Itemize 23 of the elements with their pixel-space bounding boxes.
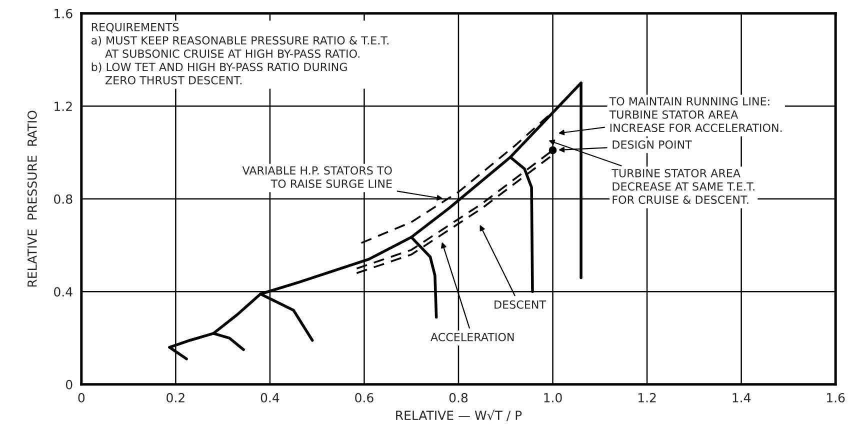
x-tick-label: 1.6 <box>827 392 845 402</box>
x-tick-label: 1.4 <box>732 393 751 402</box>
annotation: REQUIREMENTS a) MUST KEEP REASONABLE PRESSURE RATIO & T.E.T. AT SUBSONIC CRUISE AT HIGH BY-PASS RATIO. b) LOW TET AND HIGH BY-PASS RATIO DURING ZERO THRUST DESCENT. <box>92 22 388 84</box>
y-tick-label: 0 <box>66 380 72 390</box>
annotation: DESCENT <box>494 300 546 309</box>
x-tick-label: 0 <box>78 392 85 402</box>
x-tick-label: 0.8 <box>449 392 468 402</box>
x-tick-label: 1.2 <box>638 392 656 402</box>
annotation: TURBINE STATOR AREA DECREASE AT SAME T.E.T. FOR CRUISE & DESCENT. <box>612 168 754 204</box>
y-axis-title: RELATIVE PRESSURE RATIO <box>27 110 37 287</box>
x-tick-label: 1.0 <box>544 392 562 402</box>
x-tick-label: 0.4 <box>260 392 280 402</box>
annotation: DESIGN POINT <box>612 140 692 149</box>
y-tick-label: 1.2 <box>54 102 72 111</box>
annotation: VARIABLE H.P. STATORS TO TO RAISE SURGE LINE <box>242 166 392 188</box>
y-tick-label: 1.6 <box>54 8 72 18</box>
x-tick-label: 0.6 <box>355 392 374 402</box>
annotation: TO MAINTAIN RUNNING LINE: TURBINE STATOR AREA INCREASE FOR ACCELERATION. <box>609 97 782 132</box>
x-axis-title: RELATIVE — W√T / P <box>396 410 522 422</box>
y-tick-label: 0.4 <box>54 287 72 297</box>
y-tick-label: 0.8 <box>54 194 72 204</box>
x-tick-label: 0.2 <box>166 392 184 402</box>
annotation: ACCELERATION <box>430 332 514 342</box>
